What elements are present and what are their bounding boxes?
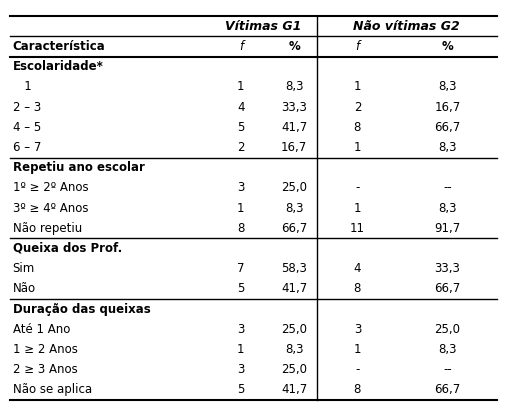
Text: 4 – 5: 4 – 5 (13, 121, 41, 134)
Text: 6 – 7: 6 – 7 (13, 141, 41, 154)
Text: 4: 4 (354, 262, 361, 275)
Text: 25,0: 25,0 (281, 323, 307, 336)
Text: 41,7: 41,7 (281, 121, 307, 134)
Text: Até 1 Ano: Até 1 Ano (13, 323, 70, 336)
Text: 4: 4 (237, 101, 244, 114)
Text: 8,3: 8,3 (285, 343, 303, 356)
Text: Sim: Sim (13, 262, 35, 275)
Text: 1 ≥ 2 Anos: 1 ≥ 2 Anos (13, 343, 78, 356)
Text: --: -- (443, 363, 452, 376)
Text: -: - (355, 181, 359, 194)
Text: 5: 5 (237, 282, 244, 295)
Text: 33,3: 33,3 (281, 101, 307, 114)
Text: 11: 11 (350, 222, 365, 235)
Text: 66,7: 66,7 (434, 121, 460, 134)
Text: 3: 3 (354, 323, 361, 336)
Text: 8: 8 (354, 121, 361, 134)
Text: 3: 3 (237, 363, 244, 376)
Text: 66,7: 66,7 (434, 383, 460, 396)
Text: 41,7: 41,7 (281, 383, 307, 396)
Text: Vítimas G1: Vítimas G1 (226, 20, 302, 33)
Text: 8: 8 (237, 222, 244, 235)
Text: 25,0: 25,0 (434, 323, 460, 336)
Text: f: f (355, 40, 359, 53)
Text: 1: 1 (237, 202, 244, 215)
Text: -: - (355, 363, 359, 376)
Text: 91,7: 91,7 (434, 222, 460, 235)
Text: Não vítimas G2: Não vítimas G2 (353, 20, 460, 33)
Text: %: % (288, 40, 300, 53)
Text: 2 – 3: 2 – 3 (13, 101, 41, 114)
Text: 25,0: 25,0 (281, 363, 307, 376)
Text: Característica: Característica (13, 40, 105, 53)
Text: 66,7: 66,7 (434, 282, 460, 295)
Text: Duração das queixas: Duração das queixas (13, 303, 151, 316)
Text: 58,3: 58,3 (281, 262, 307, 275)
Text: 16,7: 16,7 (281, 141, 307, 154)
Text: 7: 7 (237, 262, 244, 275)
Text: 8,3: 8,3 (285, 202, 303, 215)
Text: 3: 3 (237, 181, 244, 194)
Text: Escolaridade*: Escolaridade* (13, 60, 103, 73)
Text: 1: 1 (354, 141, 361, 154)
Text: 5: 5 (237, 121, 244, 134)
Text: 66,7: 66,7 (281, 222, 307, 235)
Text: 1: 1 (354, 80, 361, 93)
Text: 2: 2 (354, 101, 361, 114)
Text: 2 ≥ 3 Anos: 2 ≥ 3 Anos (13, 363, 78, 376)
Text: 1: 1 (13, 80, 31, 93)
Text: 33,3: 33,3 (434, 262, 460, 275)
Text: 8,3: 8,3 (438, 141, 457, 154)
Text: Não se aplica: Não se aplica (13, 383, 92, 396)
Text: 1: 1 (237, 343, 244, 356)
Text: Não: Não (13, 282, 36, 295)
Text: %: % (442, 40, 453, 53)
Text: 1º ≥ 2º Anos: 1º ≥ 2º Anos (13, 181, 88, 194)
Text: 8,3: 8,3 (438, 80, 457, 93)
Text: 3º ≥ 4º Anos: 3º ≥ 4º Anos (13, 202, 88, 215)
Text: Não repetiu: Não repetiu (13, 222, 82, 235)
Text: 8: 8 (354, 383, 361, 396)
Text: 1: 1 (354, 343, 361, 356)
Text: 41,7: 41,7 (281, 282, 307, 295)
Text: 5: 5 (237, 383, 244, 396)
Text: Repetiu ano escolar: Repetiu ano escolar (13, 161, 144, 174)
Text: 1: 1 (354, 202, 361, 215)
Text: Queixa dos Prof.: Queixa dos Prof. (13, 242, 122, 255)
Text: f: f (239, 40, 243, 53)
Text: 3: 3 (237, 323, 244, 336)
Text: --: -- (443, 181, 452, 194)
Text: 8,3: 8,3 (285, 80, 303, 93)
Text: 16,7: 16,7 (434, 101, 460, 114)
Text: 8: 8 (354, 282, 361, 295)
Text: 8,3: 8,3 (438, 343, 457, 356)
Text: 1: 1 (237, 80, 244, 93)
Text: 2: 2 (237, 141, 244, 154)
Text: 8,3: 8,3 (438, 202, 457, 215)
Text: 25,0: 25,0 (281, 181, 307, 194)
